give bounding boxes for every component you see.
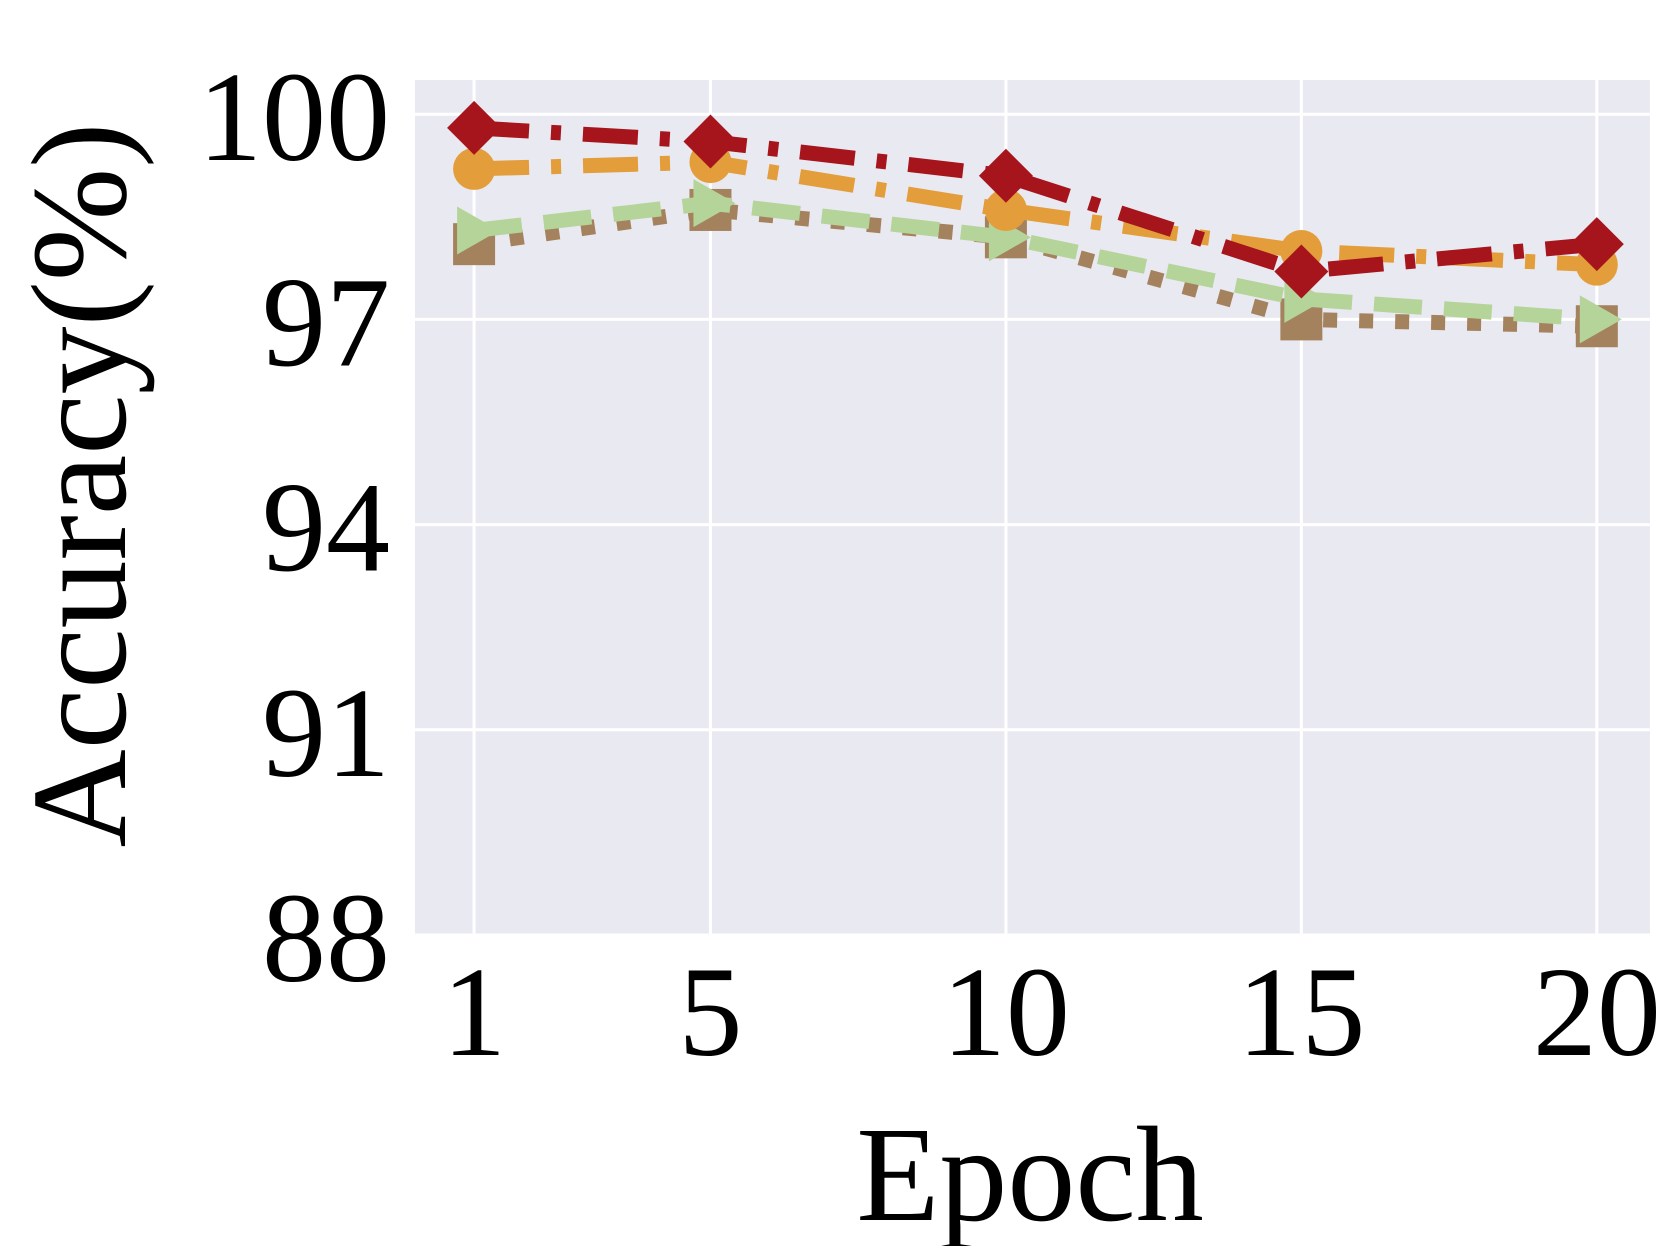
- series-point: [978, 148, 1033, 203]
- y-tick-label: 94: [262, 457, 390, 599]
- series-line: [473, 120, 1598, 280]
- series-layer: [447, 100, 1624, 348]
- y-tick-label: 97: [262, 251, 390, 393]
- x-tick-label: 1: [442, 941, 506, 1083]
- series-point: [447, 100, 502, 155]
- series-point: [1274, 244, 1329, 299]
- series-line: [473, 154, 1598, 273]
- x-tick-label: 10: [942, 941, 1070, 1083]
- x-tick-label: 5: [678, 941, 742, 1083]
- series-point: [683, 114, 738, 169]
- series-group: [457, 179, 1622, 344]
- series-point: [453, 147, 496, 190]
- series-point: [693, 179, 736, 228]
- x-tick-label: 15: [1237, 941, 1365, 1083]
- y-axis-label: Accuracy(%): [5, 123, 155, 848]
- series-point: [1569, 217, 1624, 272]
- series-group: [447, 100, 1624, 299]
- x-tick-label: 20: [1533, 941, 1661, 1083]
- series-point: [984, 188, 1027, 231]
- series-point: [457, 206, 500, 255]
- y-tick-label: 88: [262, 867, 390, 1009]
- x-axis-label: Epoch: [856, 1100, 1203, 1246]
- series-line: [473, 202, 1597, 334]
- series-point: [1579, 295, 1622, 344]
- y-tick-label: 100: [198, 46, 390, 188]
- y-tick-label: 91: [262, 662, 390, 804]
